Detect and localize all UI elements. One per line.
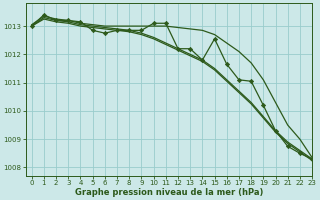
X-axis label: Graphe pression niveau de la mer (hPa): Graphe pression niveau de la mer (hPa) bbox=[75, 188, 263, 197]
